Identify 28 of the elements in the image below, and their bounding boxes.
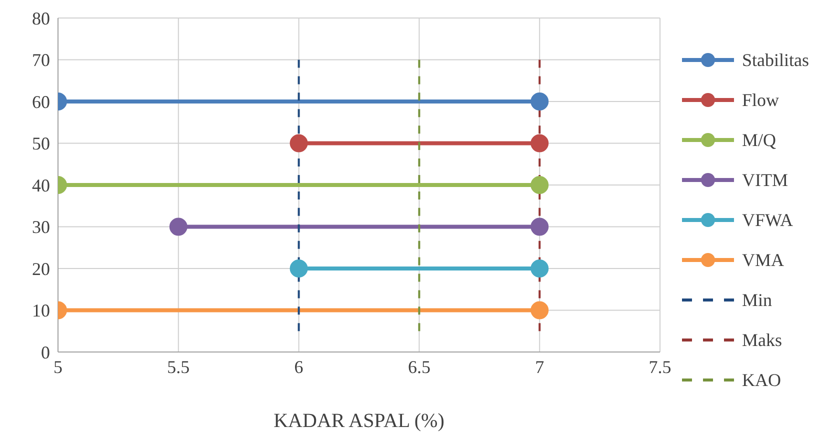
y-tick-label: 60 (32, 92, 50, 112)
y-tick-label: 40 (32, 175, 50, 196)
x-tick-label: 7.5 (648, 356, 672, 377)
legend-label: VMA (742, 250, 784, 270)
legend-label: Maks (742, 330, 782, 350)
x-tick-label: 5.5 (167, 356, 190, 377)
y-tick-label: 30 (32, 217, 50, 238)
point (530, 134, 549, 152)
legend-label: Stabilitas (742, 50, 809, 70)
point (530, 218, 549, 236)
legend-label: Flow (742, 90, 780, 110)
legend-label: M/Q (742, 130, 776, 150)
legend-label: Min (742, 290, 772, 310)
point (530, 260, 549, 278)
x-tick-label: 6 (294, 356, 304, 377)
legend-label: VFWA (742, 210, 794, 230)
x-tick-label: 6.5 (408, 356, 430, 377)
y-tick-label: 80 (32, 8, 50, 28)
x-axis-title: KADAR ASPAL (%) (274, 410, 444, 432)
y-tick-label: 0 (41, 342, 50, 362)
y-tick-label: 50 (32, 134, 50, 154)
y-tick-label: 70 (32, 50, 50, 70)
y-tick-label: 20 (32, 258, 50, 279)
legend-label: VITM (742, 170, 788, 190)
x-tick-label: 7 (535, 356, 544, 377)
legend-label: KAO (742, 370, 781, 390)
x-tick-label: 5 (54, 356, 62, 377)
y-tick-label: 10 (32, 300, 50, 321)
